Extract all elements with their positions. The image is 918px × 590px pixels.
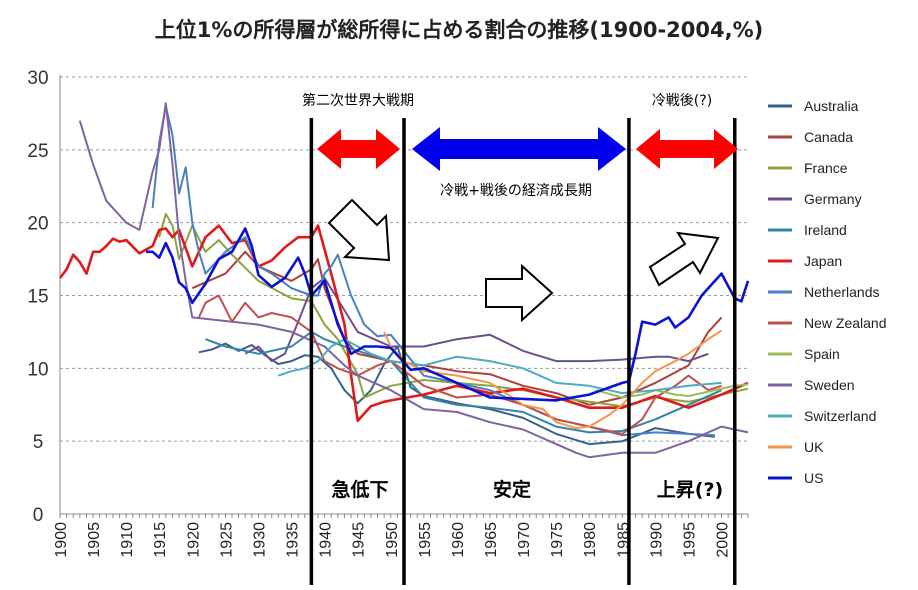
y-tick-label: 5 — [33, 432, 44, 453]
x-tick-label: 1925 — [218, 522, 235, 558]
series-line-japan — [58, 224, 749, 423]
series-line-us — [146, 227, 750, 402]
annotations: 第二次世界大戦期 冷戦+戦後の経済成長期 冷戦後(?) 急低下 安定 上昇(?) — [302, 92, 738, 501]
arrow-right-icon — [485, 263, 554, 323]
x-tick-label: 1940 — [318, 522, 335, 558]
double-arrow-postcoldwar-icon — [636, 129, 738, 169]
y-tick-label: 15 — [27, 287, 48, 308]
period-label-postcoldwar: 冷戦後(?) — [652, 93, 712, 109]
series-lines — [58, 102, 750, 459]
legend-label: US — [804, 470, 823, 486]
phase-label-rise: 上昇(?) — [657, 479, 723, 501]
arrow-up-right-icon — [648, 231, 720, 287]
x-tick-label: 1955 — [417, 522, 434, 558]
legend-label: Japan — [804, 253, 842, 269]
y-tick-label: 0 — [33, 505, 44, 526]
x-tick-label: 1920 — [185, 522, 202, 558]
y-tick-label: 25 — [27, 141, 48, 162]
legend-label: Netherlands — [804, 284, 880, 300]
x-tick-label: 1990 — [648, 522, 665, 558]
y-tick-label: 30 — [27, 68, 48, 89]
axes: 0 5 10 15 20 25 30 1900 1905 1910 1915 1920 1925 1930… — [27, 68, 749, 558]
arrow-down-right-icon — [327, 198, 391, 262]
double-arrow-postwar-icon — [412, 127, 626, 171]
legend-label: Spain — [804, 346, 840, 362]
x-tick-label: 1975 — [549, 522, 566, 558]
series-line-uk — [383, 329, 723, 430]
legend-label: New Zealand — [804, 315, 887, 331]
legend-label: Canada — [804, 129, 853, 145]
series-line-ireland — [205, 330, 722, 434]
x-tick-label: 1900 — [53, 522, 70, 558]
x-tick-label: 1960 — [450, 522, 467, 558]
series-line-france — [158, 212, 749, 408]
legend-label: Ireland — [804, 222, 847, 238]
period-label-postwar: 冷戦+戦後の経済成長期 — [440, 183, 592, 199]
x-tick-label: 1970 — [516, 522, 533, 558]
legend: Australia Canada France Germany Ireland Japan… — [768, 98, 887, 486]
x-tick-label: 1945 — [351, 522, 368, 558]
legend-label: France — [804, 160, 848, 176]
x-tick-label: 1935 — [285, 522, 302, 558]
y-tick-label: 10 — [27, 359, 48, 380]
series-line-spain — [595, 383, 749, 399]
double-arrow-ww2-icon — [317, 129, 400, 169]
legend-label: Switzerland — [804, 408, 876, 424]
x-tick-label: 1930 — [251, 522, 268, 558]
x-tick-label: 2000 — [715, 522, 732, 558]
series-line-new-zealand — [197, 294, 722, 435]
x-tick-label: 1910 — [119, 522, 136, 558]
y-tick-label: 20 — [27, 214, 48, 235]
x-tick-label: 1965 — [483, 522, 500, 558]
x-tick-label: 1980 — [582, 522, 599, 558]
legend-label: Germany — [804, 191, 862, 207]
x-tick-label: 1915 — [152, 522, 169, 558]
x-tick-label: 1950 — [384, 522, 401, 558]
period-dividers — [309, 118, 737, 585]
x-tick-label: 1995 — [681, 522, 698, 558]
legend-label: Australia — [804, 98, 859, 114]
legend-label: UK — [804, 439, 824, 455]
chart-title: 上位1%の所得層が総所得に占める割合の推移(1900-2004,%) — [154, 18, 764, 42]
x-tick-label: 1905 — [86, 522, 103, 558]
legend-label: Sweden — [804, 377, 855, 393]
phase-label-decline: 急低下 — [331, 478, 388, 501]
series-line-switzerland — [277, 338, 722, 395]
series-line-sweden — [78, 102, 749, 459]
period-label-ww2: 第二次世界大戦期 — [302, 92, 414, 109]
phase-label-stable: 安定 — [493, 478, 531, 501]
